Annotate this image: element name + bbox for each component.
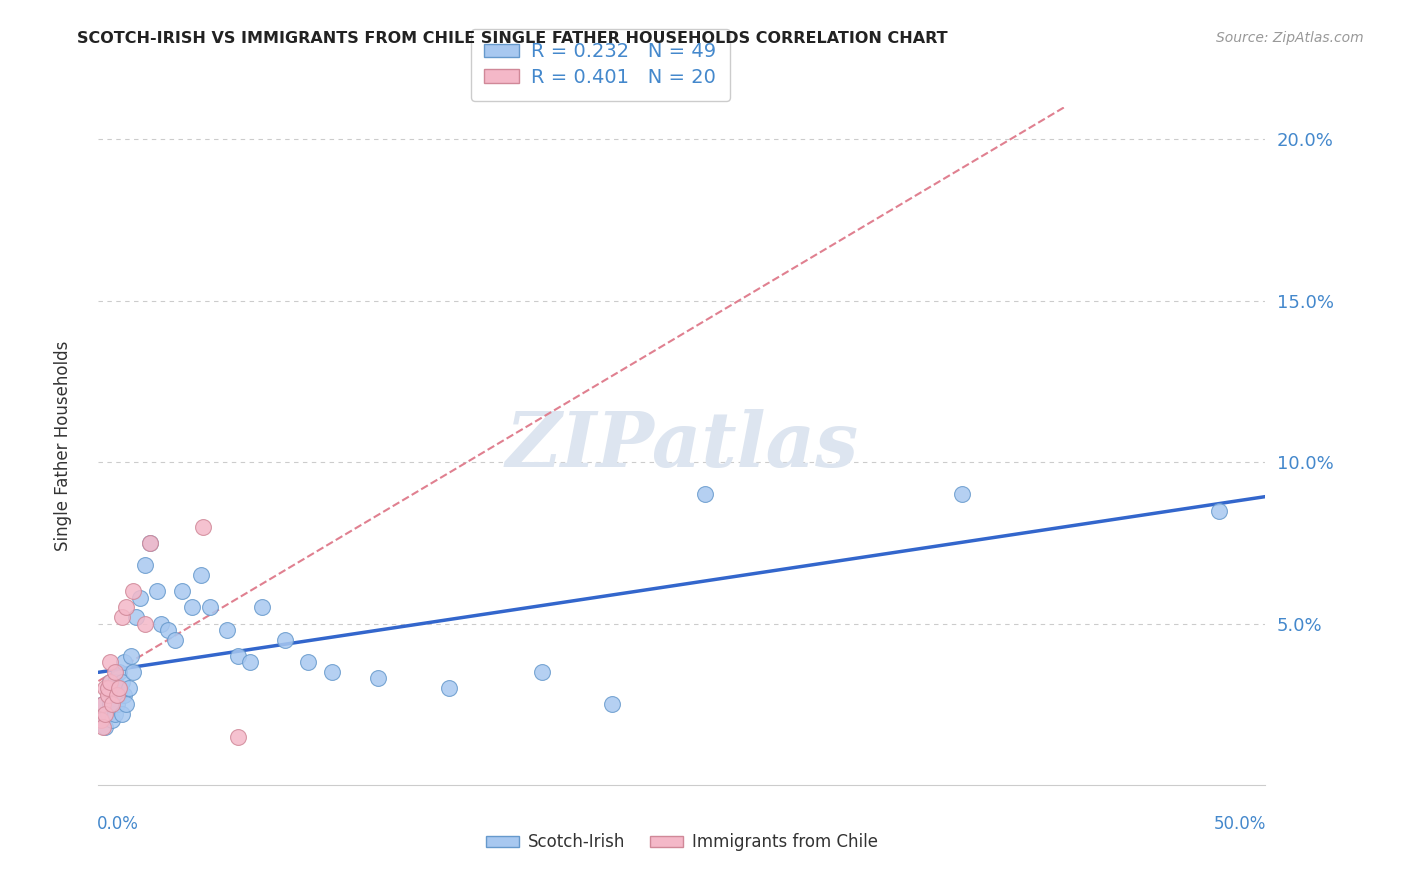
Point bbox=[139, 536, 162, 550]
Point bbox=[134, 558, 156, 573]
Text: Source: ZipAtlas.com: Source: ZipAtlas.com bbox=[1216, 31, 1364, 45]
Point bbox=[125, 610, 148, 624]
Point bbox=[97, 681, 120, 695]
Point bbox=[165, 632, 187, 647]
Point bbox=[97, 688, 120, 702]
Text: SCOTCH-IRISH VS IMMIGRANTS FROM CHILE SINGLE FATHER HOUSEHOLDS CORRELATION CHART: SCOTCH-IRISH VS IMMIGRANTS FROM CHILE SI… bbox=[77, 31, 948, 46]
Point bbox=[101, 698, 124, 712]
Point bbox=[111, 610, 134, 624]
Text: 50.0%: 50.0% bbox=[1215, 815, 1267, 833]
Point bbox=[104, 665, 127, 679]
Point bbox=[101, 688, 124, 702]
Point bbox=[139, 536, 162, 550]
Point bbox=[200, 600, 222, 615]
Point bbox=[950, 487, 973, 501]
Point bbox=[115, 698, 138, 712]
Point bbox=[239, 655, 262, 669]
Point bbox=[122, 584, 145, 599]
Point bbox=[98, 698, 121, 712]
Point bbox=[94, 706, 117, 721]
Point bbox=[94, 720, 117, 734]
Point bbox=[134, 616, 156, 631]
Point bbox=[104, 674, 127, 689]
Point bbox=[530, 665, 553, 679]
Point bbox=[105, 698, 128, 712]
Point bbox=[228, 648, 250, 663]
Point bbox=[94, 681, 117, 695]
Point bbox=[180, 600, 202, 615]
Point bbox=[111, 674, 134, 689]
Point bbox=[122, 665, 145, 679]
Point bbox=[108, 688, 131, 702]
Point bbox=[297, 655, 319, 669]
Point bbox=[118, 681, 141, 695]
Point bbox=[695, 487, 717, 501]
Point bbox=[129, 591, 152, 605]
Point bbox=[90, 714, 112, 728]
Point bbox=[321, 665, 343, 679]
Point bbox=[108, 665, 131, 679]
Text: Single Father Households: Single Father Households bbox=[55, 341, 72, 551]
Point bbox=[98, 655, 121, 669]
Point bbox=[172, 584, 194, 599]
Point bbox=[1208, 503, 1230, 517]
Point bbox=[215, 623, 238, 637]
Point bbox=[108, 681, 131, 695]
Legend: Scotch-Irish, Immigrants from Chile: Scotch-Irish, Immigrants from Chile bbox=[479, 827, 884, 858]
Point bbox=[150, 616, 173, 631]
Point bbox=[101, 714, 124, 728]
Text: ZIPatlas: ZIPatlas bbox=[505, 409, 859, 483]
Point bbox=[274, 632, 297, 647]
Point bbox=[105, 681, 128, 695]
Point bbox=[600, 698, 623, 712]
Point bbox=[105, 688, 128, 702]
Point bbox=[146, 584, 169, 599]
Point bbox=[193, 519, 215, 533]
Text: 0.0%: 0.0% bbox=[97, 815, 139, 833]
Point bbox=[250, 600, 273, 615]
Point bbox=[112, 688, 135, 702]
Point bbox=[104, 706, 127, 721]
Point bbox=[437, 681, 460, 695]
Point bbox=[98, 674, 121, 689]
Point bbox=[111, 706, 134, 721]
Point bbox=[97, 706, 120, 721]
Point bbox=[228, 730, 250, 744]
Point bbox=[157, 623, 180, 637]
Point bbox=[90, 714, 112, 728]
Point bbox=[190, 568, 212, 582]
Point bbox=[112, 655, 135, 669]
Point bbox=[98, 674, 121, 689]
Point bbox=[91, 720, 114, 734]
Point bbox=[91, 698, 114, 712]
Point bbox=[115, 600, 138, 615]
Point bbox=[97, 681, 120, 695]
Point bbox=[367, 672, 389, 686]
Point bbox=[91, 698, 114, 712]
Point bbox=[120, 648, 142, 663]
